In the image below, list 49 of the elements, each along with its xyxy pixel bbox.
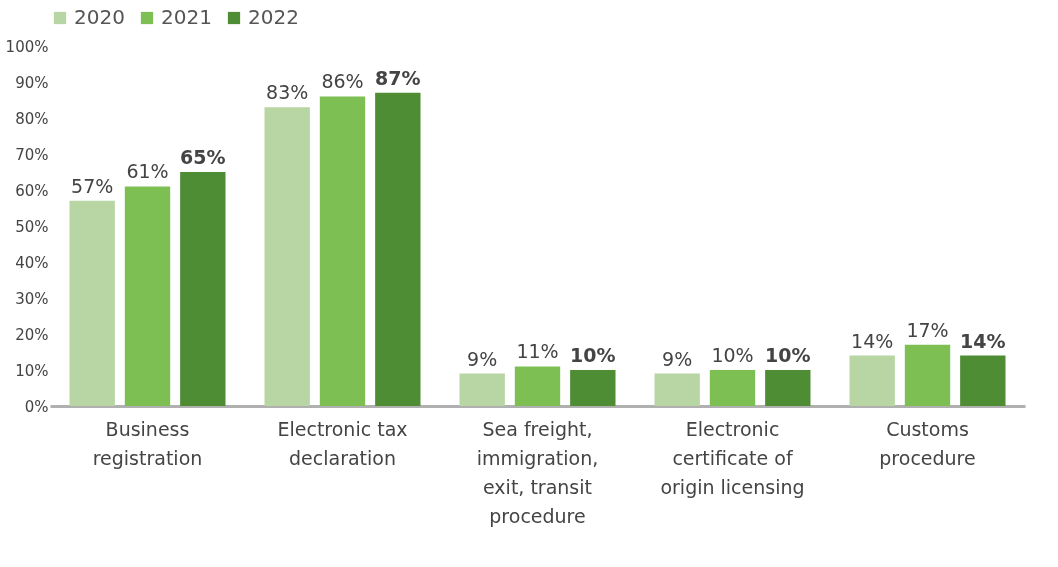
data-label: 61%	[126, 160, 169, 183]
y-tick-label: 0%	[24, 397, 49, 416]
x-tick-label: Sea freight, immigration, exit, transit procedure	[476, 417, 599, 527]
data-label: 10%	[765, 344, 811, 366]
bar	[904, 344, 951, 406]
data-label: 57%	[71, 174, 114, 197]
bar	[69, 200, 115, 406]
data-label: 9%	[662, 347, 693, 370]
data-label: 14%	[960, 329, 1006, 352]
bar	[514, 366, 561, 406]
bar	[709, 370, 756, 406]
bar	[960, 355, 1006, 406]
y-tick-label: 20%	[15, 325, 49, 344]
x-tick-label: Electronic tax declaration	[277, 417, 408, 469]
y-tick-label: 90%	[15, 73, 49, 92]
bar	[849, 355, 895, 406]
y-tick-label: 70%	[15, 145, 49, 164]
data-label: 11%	[516, 340, 559, 363]
x-tick-label: Business registration	[92, 417, 203, 469]
bar	[459, 373, 505, 406]
bar	[570, 370, 616, 406]
y-tick-label: 50%	[15, 217, 49, 236]
data-label: 83%	[266, 81, 309, 104]
y-tick-label: 40%	[15, 253, 49, 272]
y-tick-label: 60%	[15, 181, 49, 200]
legend-label: 2020	[74, 5, 125, 29]
legend-label: 2022	[248, 5, 299, 29]
y-tick-label: 30%	[15, 289, 49, 308]
legend-label: 2021	[161, 5, 212, 29]
bar	[654, 373, 700, 406]
y-tick-label: 80%	[15, 109, 49, 128]
data-label: 10%	[711, 344, 754, 366]
data-label: 87%	[375, 66, 421, 89]
bar	[375, 92, 421, 406]
bar	[124, 186, 171, 406]
bar	[180, 172, 226, 406]
y-tick-label: 100%	[5, 37, 49, 56]
data-label: 9%	[467, 347, 498, 370]
bar	[765, 370, 811, 406]
data-label: 10%	[570, 344, 616, 366]
bar	[319, 96, 366, 406]
data-label: 65%	[180, 146, 226, 168]
data-label: 14%	[851, 329, 894, 352]
x-tick-label: Electronic certificate of origin licensing	[660, 417, 805, 498]
data-label: 86%	[321, 70, 364, 93]
data-label: 17%	[906, 318, 949, 341]
bar	[264, 107, 310, 406]
y-tick-label: 10%	[15, 361, 49, 380]
x-tick-label: Customs procedure	[879, 417, 976, 469]
